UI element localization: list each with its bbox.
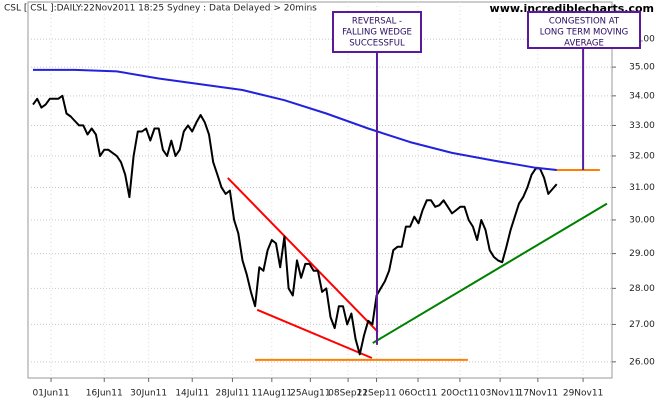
y-tick-label: 28.00 — [629, 284, 655, 294]
x-tick-label: 11Aug11 — [252, 389, 292, 399]
trend-line — [256, 308, 373, 359]
annotation-text: REVERSAL - — [352, 17, 402, 27]
annotation-text: SUCCESSFUL — [349, 39, 405, 49]
x-tick-label: 20Oct11 — [441, 389, 479, 399]
trend-line — [227, 177, 379, 333]
y-tick-label: 35.00 — [629, 63, 655, 73]
x-tick-label: 14Jul11 — [175, 389, 209, 399]
y-tick-label: 26.00 — [629, 357, 655, 367]
price-line — [32, 94, 558, 356]
annotation-box — [332, 11, 422, 53]
y-tick-label: 36.00 — [629, 35, 655, 45]
y-tick-label: 29.00 — [629, 249, 655, 259]
annotation-text: FALLING WEDGE — [342, 28, 412, 38]
y-tick-label: 31.00 — [629, 183, 655, 193]
chart-title: CSL [ CSL ]:DAILY:22Nov2011 18:25 Sydney… — [4, 4, 317, 14]
x-tick-label: 01Jun11 — [33, 389, 70, 399]
y-tick-label: 30.00 — [629, 215, 655, 225]
x-tick-label: 03Nov11 — [480, 389, 520, 399]
price-line — [33, 68, 557, 171]
y-tick-label: 34.00 — [629, 91, 655, 101]
x-tick-label: 28Jul11 — [216, 389, 250, 399]
x-tick-label: 06Oct11 — [399, 389, 437, 399]
trend-line — [372, 202, 608, 344]
plot-frame — [27, 1, 613, 379]
annotation-text: CONGESTION AT — [549, 17, 620, 27]
x-tick-label: 30Jun11 — [130, 389, 167, 399]
x-tick-label: 17Nov11 — [518, 389, 558, 399]
x-tick-label: 16Jun11 — [86, 389, 123, 399]
annotation-box — [527, 11, 641, 49]
annotation-text: LONG TERM MOVING — [540, 28, 628, 38]
y-tick-label: 33.00 — [629, 121, 655, 131]
y-tick-label: 32.00 — [629, 151, 655, 161]
x-tick-label: 25Aug11 — [290, 389, 330, 399]
annotation-text: AVERAGE — [564, 39, 604, 49]
x-tick-label: 22Sep11 — [357, 389, 397, 399]
x-tick-label: 08Sep11 — [328, 389, 368, 399]
y-tick-label: 27.00 — [629, 320, 655, 330]
x-tick-label: 29Nov11 — [563, 389, 603, 399]
